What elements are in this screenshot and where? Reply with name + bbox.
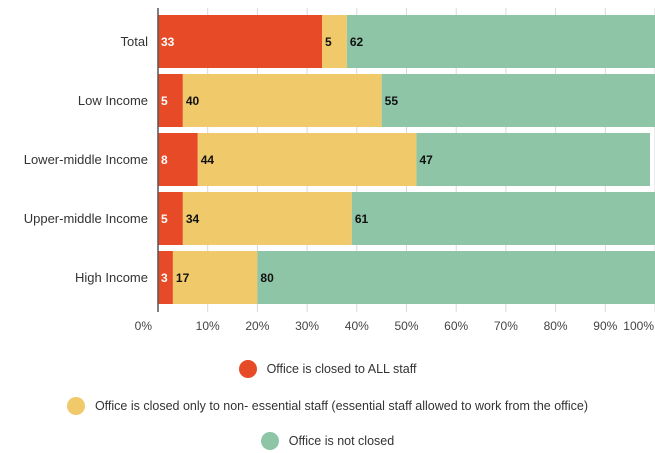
bar-0-2 (346, 15, 655, 68)
bar-value-label-0-1: 5 (325, 35, 332, 49)
legend-item-0: Office is closed to ALL staff (0, 360, 655, 378)
bar-4-1 (172, 251, 258, 304)
bar-value-label-0-2: 62 (350, 35, 364, 49)
legend-item-1: Office is closed only to non- essential … (0, 397, 655, 415)
legend-swatch-2 (260, 432, 279, 450)
bar-3-0 (158, 192, 183, 245)
bar-value-label-2-1: 44 (201, 153, 215, 167)
bar-4-0 (158, 251, 173, 304)
bar-value-label-2-2: 47 (419, 153, 433, 167)
x-tick-label-6: 60% (444, 319, 468, 333)
x-tick-label-1: 10% (196, 319, 220, 333)
x-tick-label-8: 80% (544, 319, 568, 333)
bar-value-label-0-0: 33 (161, 35, 175, 49)
bar-labels: 33 5 62 5 40 55 8 44 47 5 34 61 3 17 80 (161, 35, 433, 285)
bar-value-label-1-2: 55 (385, 94, 399, 108)
legend-swatch-0 (238, 360, 257, 378)
category-label-2: Lower-middle Income (24, 152, 148, 167)
bar-value-label-2-0: 8 (161, 153, 168, 167)
bar-0-0 (158, 15, 323, 68)
legend-item-2: Office is not closed (0, 432, 655, 450)
bar-4-2 (257, 251, 655, 304)
category-label-4: High Income (75, 270, 148, 285)
x-tick-labels: 0% 10% 20% 30% 40% 50% 60% 70% 80% 90% 100% (135, 319, 655, 333)
x-tick-label-7: 70% (494, 319, 518, 333)
stacked-bar-chart: 33 5 62 5 40 55 8 44 47 5 34 61 3 17 80 Total Low Incom… (24, 8, 655, 333)
legend-swatch-1 (66, 397, 85, 415)
bar-2-0 (158, 133, 198, 186)
bar-2-1 (197, 133, 417, 186)
bar-3-1 (182, 192, 352, 245)
category-label-3: Upper-middle Income (24, 211, 148, 226)
x-tick-label-2: 20% (245, 319, 269, 333)
x-tick-label-4: 40% (345, 319, 369, 333)
category-label-1: Low Income (78, 93, 148, 108)
bar-1-2 (381, 74, 655, 127)
bar-1-0 (158, 74, 183, 127)
bars (158, 15, 655, 304)
bar-value-label-1-1: 40 (186, 94, 200, 108)
bar-value-label-1-0: 5 (161, 94, 168, 108)
bar-3-2 (351, 192, 655, 245)
bar-2-2 (416, 133, 651, 186)
bar-0-1 (322, 15, 347, 68)
bar-1-1 (182, 74, 382, 127)
bar-value-label-4-1: 17 (176, 271, 190, 285)
category-labels: Total Low Income Lower-middle Income Upper-… (24, 34, 148, 285)
legend-label-1: Office is closed only to non- essential … (94, 399, 589, 413)
x-tick-label-3: 30% (295, 319, 319, 333)
bar-value-label-4-2: 80 (260, 271, 274, 285)
bar-value-label-4-0: 3 (161, 271, 168, 285)
x-tick-label-0: 0% (135, 319, 153, 333)
category-label-0: Total (121, 34, 149, 49)
bar-value-label-3-1: 34 (186, 212, 200, 226)
x-tick-label-9: 90% (593, 319, 617, 333)
x-tick-label-5: 50% (394, 319, 418, 333)
bar-value-label-3-0: 5 (161, 212, 168, 226)
bar-value-label-3-2: 61 (355, 212, 369, 226)
legend-label-2: Office is not closed (288, 434, 395, 448)
legend-label-0: Office is closed to ALL staff (266, 362, 417, 376)
x-tick-label-10: 100% (623, 319, 654, 333)
